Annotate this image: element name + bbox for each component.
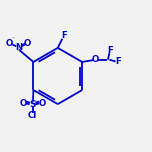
Text: O: O <box>38 99 46 108</box>
Text: N: N <box>15 43 22 52</box>
Text: O: O <box>20 99 27 108</box>
Text: F: F <box>107 46 113 55</box>
Text: F: F <box>116 57 121 66</box>
Text: Cl: Cl <box>28 111 37 120</box>
Text: O: O <box>24 39 31 48</box>
Text: O: O <box>6 39 13 48</box>
Text: S: S <box>29 100 36 109</box>
Text: ⁻: ⁻ <box>11 37 14 42</box>
Text: F: F <box>62 31 67 40</box>
Text: O: O <box>91 55 99 64</box>
